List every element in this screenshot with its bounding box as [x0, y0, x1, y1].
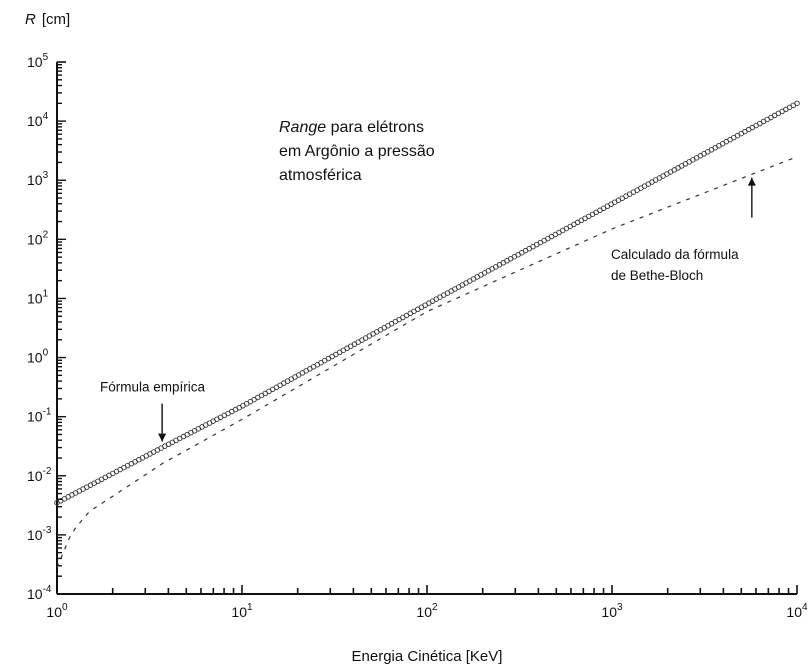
y-axis-unit: [cm]	[42, 11, 70, 28]
y-tick-base: 10	[27, 231, 43, 247]
y-tick-label: 10-4	[27, 584, 52, 602]
title-line: Range para elétrons	[279, 119, 424, 136]
y-tick-label: 10-3	[27, 525, 52, 543]
x-tick-exponent: 4	[802, 602, 808, 613]
series-bethe-bloch-dashed	[56, 156, 798, 568]
y-tick-label: 10-1	[27, 407, 52, 425]
x-tick-label: 103	[601, 602, 623, 620]
y-tick-label: 102	[27, 229, 49, 247]
title-line: em Argônio a pressão	[279, 143, 435, 160]
annotations: Fórmula empírica Calculado da fórmula de B…	[100, 177, 756, 442]
y-tick-exponent: 0	[43, 348, 49, 359]
arrow-up-icon	[747, 177, 756, 186]
y-axis-label: R [cm]	[25, 11, 70, 28]
annotation-empirical: Fórmula empírica	[100, 380, 206, 442]
y-axis-symbol: R	[25, 11, 36, 28]
data-point	[794, 100, 800, 107]
y-tick-exponent: -4	[43, 584, 52, 595]
y-tick-base: 10	[27, 586, 43, 602]
x-tick-exponent: 2	[432, 602, 438, 613]
y-tick-exponent: -2	[43, 466, 52, 477]
x-tick-exponent: 0	[62, 602, 68, 613]
y-tick-base: 10	[27, 290, 43, 306]
y-tick-label: 104	[27, 111, 49, 129]
x-tick-label: 104	[786, 602, 808, 620]
annotation-text: Calculado da fórmula	[611, 247, 739, 262]
annotation-bethe-bloch: Calculado da fórmula de Bethe-Bloch	[611, 177, 756, 283]
y-tick-exponent: 1	[43, 288, 49, 299]
title-italic: Range	[279, 119, 326, 136]
x-axis-label: Energia Cinética [KeV]	[352, 648, 503, 665]
chart-title: Range para elétrons em Argônio a pressão a…	[279, 119, 435, 184]
x-tick-base: 10	[416, 604, 432, 620]
annotation-text: de Bethe-Bloch	[611, 268, 703, 283]
y-tick-label: 100	[27, 348, 49, 366]
y-tick-label: 101	[27, 288, 49, 306]
axes	[56, 62, 797, 595]
x-tick-base: 10	[786, 604, 802, 620]
title-text: para elétrons	[326, 119, 424, 136]
y-tick-exponent: 2	[43, 229, 49, 240]
y-tick-exponent: 5	[43, 52, 49, 63]
x-tick-base: 10	[601, 604, 617, 620]
y-tick-base: 10	[27, 409, 43, 425]
y-tick-exponent: 4	[43, 111, 49, 122]
y-tick-base: 10	[27, 468, 43, 484]
title-text: atmosférica	[279, 167, 362, 184]
y-tick-base: 10	[27, 527, 43, 543]
x-tick-base: 10	[46, 604, 62, 620]
arrow-down-icon	[158, 433, 167, 442]
y-tick-label: 103	[27, 170, 49, 188]
y-tick-exponent: -3	[43, 525, 52, 536]
axis-ticks	[56, 61, 798, 595]
y-tick-label: 105	[27, 52, 49, 70]
x-tick-base: 10	[231, 604, 247, 620]
y-tick-base: 10	[27, 172, 43, 188]
x-tick-exponent: 3	[617, 602, 623, 613]
x-tick-label: 101	[231, 602, 253, 620]
x-tick-label: 100	[46, 602, 68, 620]
series-line	[56, 156, 798, 568]
title-line: atmosférica	[279, 167, 362, 184]
y-tick-exponent: -1	[43, 407, 52, 418]
tick-labels: 100 101 102 103 10410-410-310-210-1100101102…	[27, 52, 808, 620]
data-series	[54, 100, 800, 568]
y-tick-exponent: 3	[43, 170, 49, 181]
x-tick-exponent: 1	[247, 602, 253, 613]
x-tick-label: 102	[416, 602, 438, 620]
annotation-text: Fórmula empírica	[100, 380, 206, 395]
series-empirical-circles	[54, 100, 800, 506]
title-text: em Argônio a pressão	[279, 143, 435, 160]
y-tick-base: 10	[27, 113, 43, 129]
y-tick-base: 10	[27, 54, 43, 70]
y-tick-label: 10-2	[27, 466, 52, 484]
y-tick-base: 10	[27, 350, 43, 366]
